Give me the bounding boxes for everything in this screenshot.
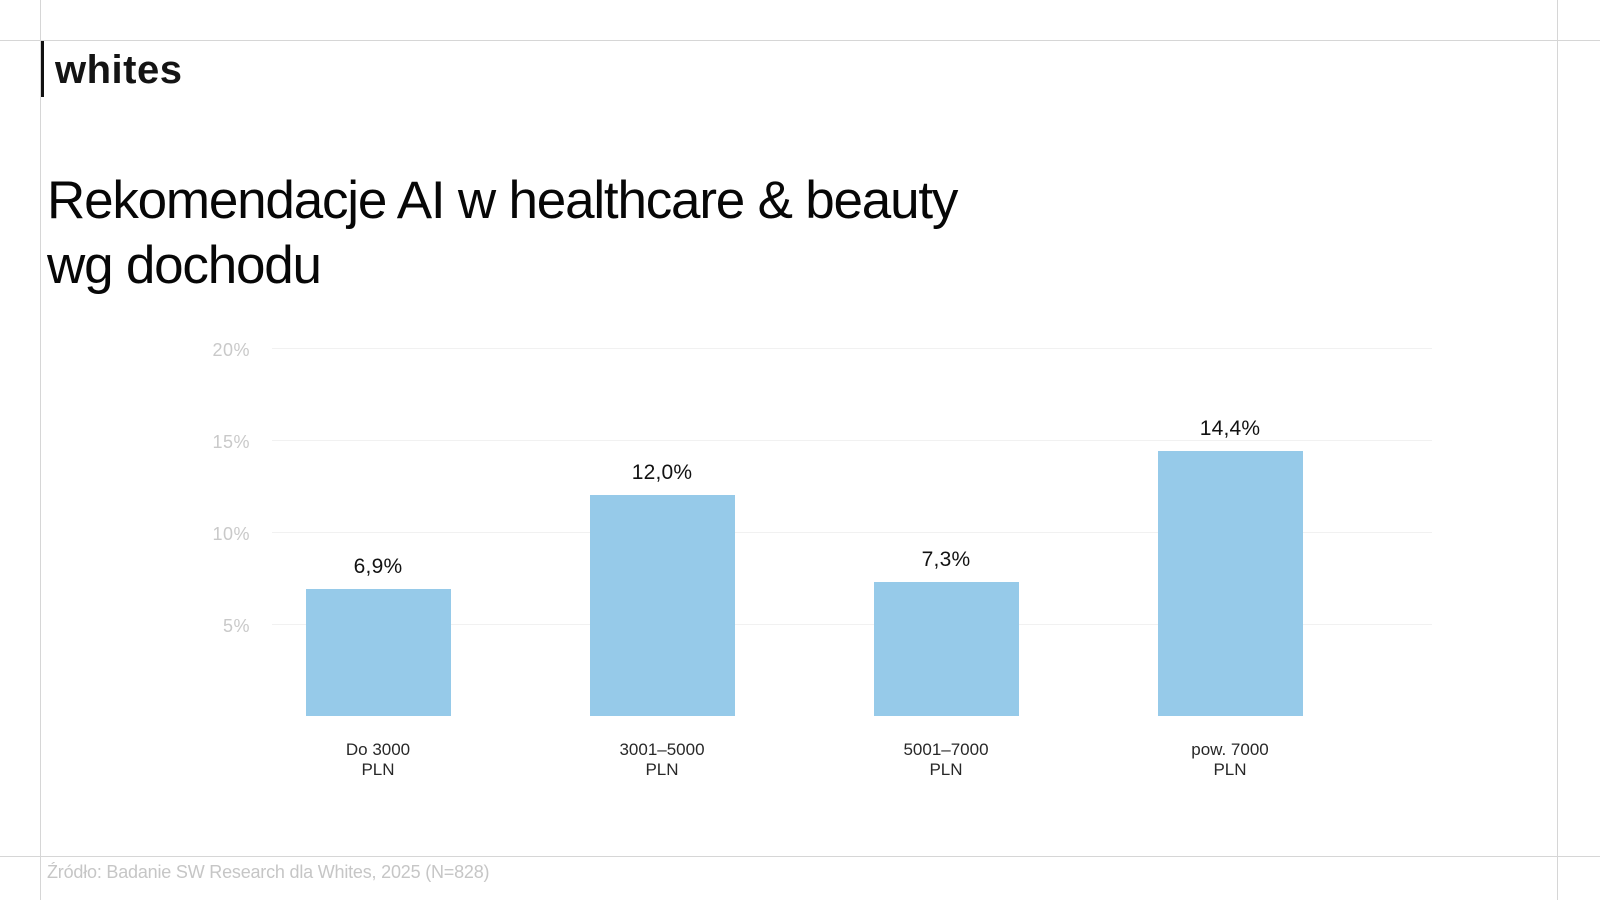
slide-title: Rekomendacje AI w healthcare & beauty wg… [47,168,958,298]
right-margin-guide-line [1557,0,1558,900]
logo-cursor-bar [41,41,44,97]
gridline-15pct [272,440,1432,441]
bar-3 [873,581,1019,716]
y-axis-tick-label: 20% [212,340,250,360]
y-axis-tick-label: 5% [222,616,250,636]
y-axis-tick-label: 10% [212,524,250,544]
bar-value-label: 7,3% [921,547,971,571]
x-axis-category-label: pow. 7000 PLN [1191,740,1269,779]
source-note: Źródło: Badanie SW Research dla Whites, … [47,862,490,882]
bar-value-label: 6,9% [353,555,403,579]
y-axis-tick-label: 15% [212,432,250,452]
bar-value-label: 14,4% [1199,417,1261,441]
top-margin-guide-line [0,40,1600,41]
x-axis-category-label: 3001–5000 PLN [619,740,705,779]
x-axis-category-label: 5001–7000 PLN [903,740,989,779]
bar-2 [589,495,735,716]
bottom-margin-guide-line [0,856,1600,857]
bar-1 [305,589,451,716]
slide-title-line-1: Rekomendacje AI w healthcare & beauty [47,171,958,230]
left-margin-guide-line [40,0,41,900]
brand-logo: whites [55,48,183,92]
bar-value-label: 12,0% [631,461,693,485]
gridline-20pct [272,348,1432,349]
slide-title-line-2: wg dochodu [47,236,322,295]
gridline-5pct [272,624,1432,625]
gridline-10pct [272,532,1432,533]
x-axis-category-label: Do 3000 PLN [345,740,411,779]
bar-4 [1157,451,1303,716]
